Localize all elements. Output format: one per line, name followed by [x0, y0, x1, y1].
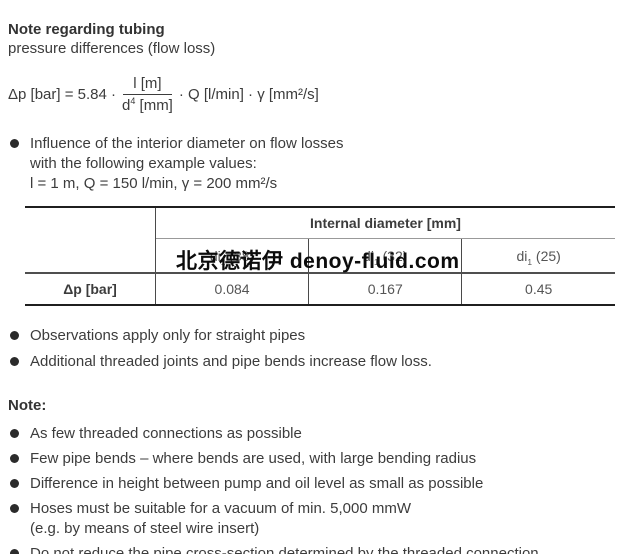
list-item-text: Influence of the interior diameter on fl… [30, 135, 344, 192]
list-item-text: As few threaded connections as possible [30, 425, 302, 442]
bullet-icon [10, 331, 19, 340]
note-heading: Note: [8, 397, 47, 414]
bullet-icon [10, 429, 19, 438]
empty-corner-cell [25, 206, 156, 239]
list-item: Few pipe bends – where bends are used, w… [8, 449, 610, 469]
page-title: Note regarding tubing [8, 21, 165, 38]
list-item-text: Difference in height between pump and oi… [30, 475, 484, 492]
list-item: Additional threaded joints and pipe bend… [8, 352, 610, 372]
observations-list: Observations apply only for straight pip… [8, 326, 610, 372]
list-item-text: Few pipe bends – where bends are used, w… [30, 450, 477, 467]
list-item-text: Additional threaded joints and pipe bend… [30, 353, 432, 370]
note-list: As few threaded connections as possible … [8, 424, 610, 554]
table-header: Internal diameter [mm] [155, 206, 615, 239]
row-label: Δp [bar] [25, 273, 156, 306]
list-item: Hoses must be suitable for a vacuum of m… [8, 499, 610, 539]
table-subheader-row: di1 (38) di1 (32) di1 (25) [25, 238, 615, 274]
empty-cell [25, 238, 156, 274]
list-item: As few threaded connections as possible [8, 424, 610, 444]
diameter-table-wrap: Internal diameter [mm] di1 (38) di1 (32)… [25, 206, 615, 306]
watermark: 北京德诺伊 denoy-fluid.com [176, 250, 460, 273]
cell-value: 0.167 [308, 273, 462, 306]
list-item-text: Observations apply only for straight pip… [30, 327, 306, 344]
column-header: di1 (32) [308, 238, 462, 274]
column-header: di1 (25) [461, 238, 615, 274]
bullet-icon [10, 479, 19, 488]
table-header-row: Internal diameter [mm] [25, 206, 615, 239]
bullet-icon [10, 357, 19, 366]
intro-bullet-list: Influence of the interior diameter on fl… [8, 134, 610, 194]
formula-fraction: l [m] d4 [mm] [122, 75, 173, 114]
list-item: Do not reduce the pipe cross-section det… [8, 544, 610, 554]
bullet-icon [10, 549, 19, 554]
internal-diameter-table: Internal diameter [mm] di1 (38) di1 (32)… [25, 206, 615, 306]
list-item: Difference in height between pump and oi… [8, 474, 610, 494]
cell-value: 0.084 [155, 273, 309, 306]
formula-lhs: Δp [bar] = 5.84 · [8, 85, 116, 103]
list-item-text: Do not reduce the pipe cross-section det… [30, 545, 543, 554]
bullet-icon [10, 139, 19, 148]
cell-value: 0.45 [461, 273, 615, 306]
list-item: Influence of the interior diameter on fl… [8, 134, 610, 194]
column-header: di1 (38) [155, 238, 309, 274]
list-item-text: Hoses must be suitable for a vacuum of m… [30, 500, 411, 537]
table-data-row: Δp [bar] 0.084 0.167 0.45 [25, 273, 615, 306]
formula-rhs: · Q [l/min] · γ [mm²/s] [178, 85, 319, 103]
pressure-loss-formula: Δp [bar] = 5.84 · l [m] d4 [mm] · Q [l/m… [8, 70, 610, 118]
fraction-denominator: d4 [mm] [122, 95, 173, 114]
page-subtitle: pressure differences (flow loss) [8, 40, 216, 57]
list-item: Observations apply only for straight pip… [8, 326, 610, 346]
bullet-icon [10, 504, 19, 513]
fraction-numerator: l [m] [123, 75, 172, 95]
bullet-icon [10, 454, 19, 463]
